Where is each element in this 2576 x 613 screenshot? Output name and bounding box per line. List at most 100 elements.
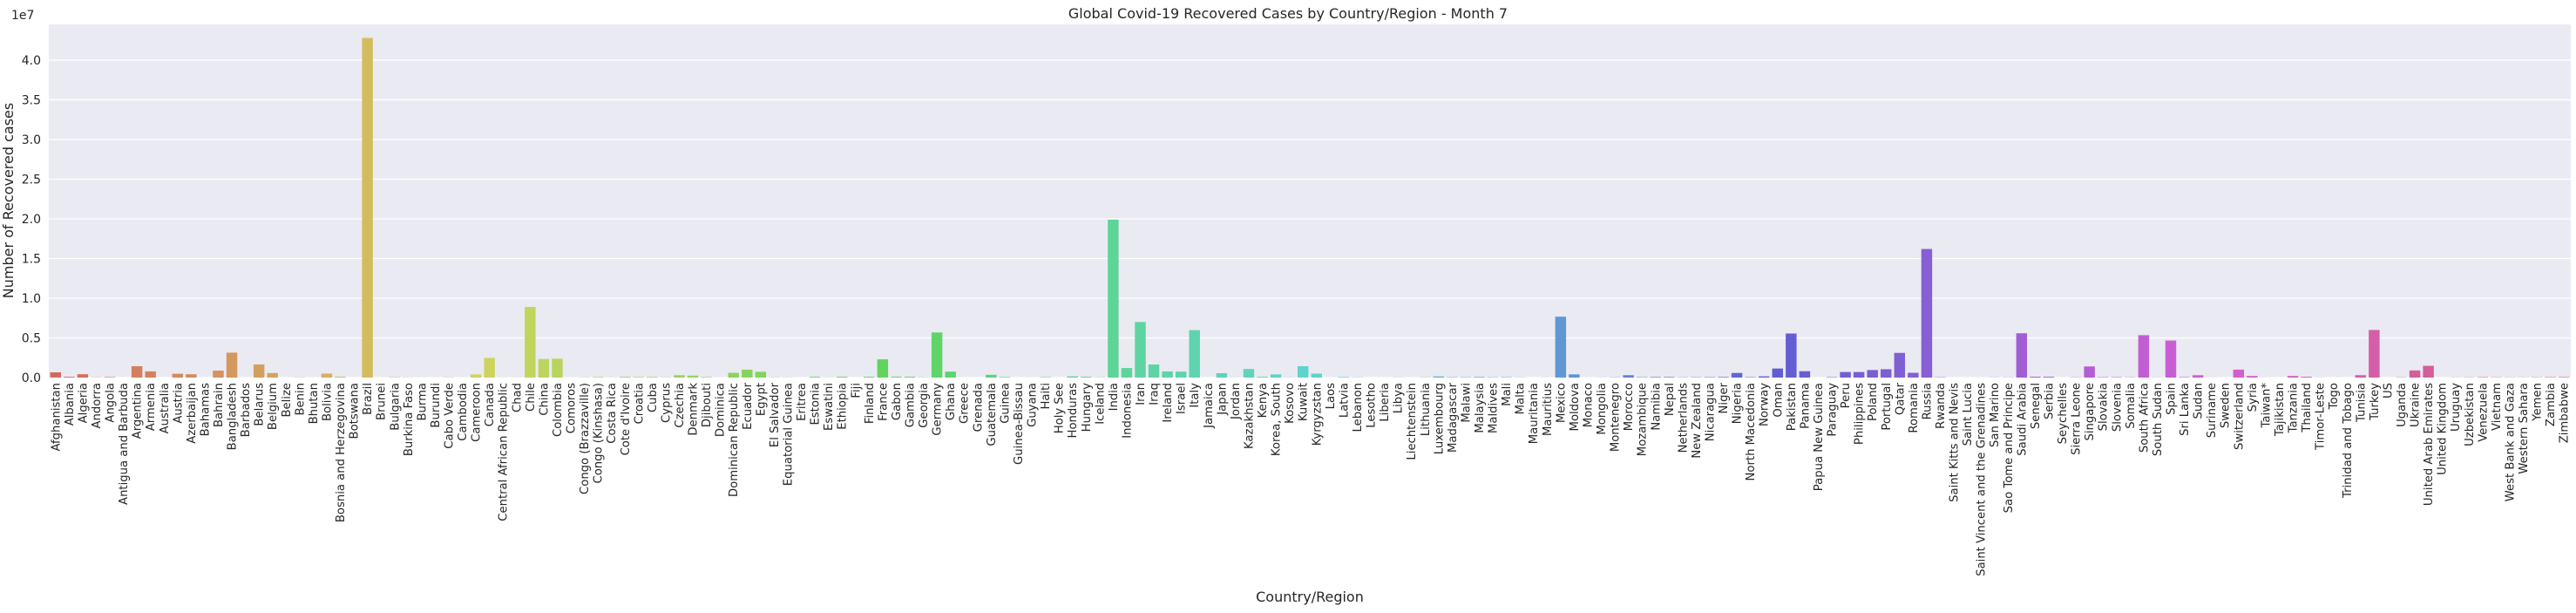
x-tick-label: Eritrea bbox=[796, 383, 809, 421]
bar bbox=[1555, 317, 1567, 378]
bar bbox=[267, 372, 278, 378]
y-tick-label: 2.5 bbox=[22, 173, 41, 187]
x-tick-label: Venezuela bbox=[2477, 383, 2490, 442]
y-tick-label: 1.0 bbox=[22, 292, 41, 306]
bar bbox=[172, 373, 184, 378]
x-tick-label: Egypt bbox=[755, 383, 768, 416]
x-tick-label: Korea, South bbox=[1271, 383, 1284, 456]
bar bbox=[1338, 377, 1350, 378]
x-tick-label: Uganda bbox=[2396, 383, 2409, 427]
x-tick-label: Mongolia bbox=[1596, 383, 1609, 435]
x-tick-label: Zimbabwe bbox=[2559, 383, 2572, 443]
x-tick-label: Papua New Guinea bbox=[1813, 383, 1826, 491]
bar bbox=[742, 369, 753, 378]
bar bbox=[186, 374, 197, 378]
x-tick-label: Western Sahara bbox=[2518, 383, 2531, 474]
x-tick-label: Japan bbox=[1216, 383, 1229, 416]
x-axis-label: Country/Region bbox=[1256, 589, 1364, 605]
x-tick-label: Germany bbox=[932, 383, 945, 436]
x-tick-label: Central African Republic bbox=[498, 383, 511, 521]
x-tick-label: Holy See bbox=[1054, 383, 1067, 433]
bar bbox=[1243, 369, 1255, 378]
x-tick-label: Tajikistan bbox=[2274, 383, 2287, 437]
x-tick-label: Argentina bbox=[132, 383, 145, 439]
bar bbox=[2030, 377, 2041, 378]
x-tick-label: Azerbaijan bbox=[186, 383, 199, 444]
bar bbox=[2558, 377, 2570, 378]
bar bbox=[1840, 371, 1851, 378]
x-tick-label: New Zealand bbox=[1691, 383, 1704, 459]
x-tick-label: Armenia bbox=[145, 383, 158, 431]
bar bbox=[674, 375, 685, 378]
y-tick-label: 3.5 bbox=[22, 93, 41, 107]
bar bbox=[877, 359, 889, 378]
y-tick-labels: 0.0 0.5 1.0 1.5 2.0 2.5 3.0 3.5 4.0 bbox=[22, 54, 41, 385]
x-tick-label: Malaysia bbox=[1474, 383, 1487, 433]
x-tick-label: Yemen bbox=[2532, 383, 2545, 422]
x-tick-label: Saint Vincent and the Grenadines bbox=[1976, 383, 1989, 576]
x-tick-label: Honduras bbox=[1067, 383, 1080, 439]
x-tick-label: Switzerland bbox=[2233, 383, 2246, 450]
bar bbox=[538, 358, 550, 378]
x-tick-label: Denmark bbox=[688, 383, 701, 436]
x-tick-label: Monaco bbox=[1582, 383, 1595, 427]
x-tick-label: Botswana bbox=[349, 383, 362, 439]
x-tick-label: Brunei bbox=[376, 383, 389, 420]
bar bbox=[104, 377, 116, 378]
x-tick-label: Seychelles bbox=[2057, 383, 2070, 444]
x-tick-label: Ireland bbox=[1162, 383, 1175, 423]
bar bbox=[1148, 364, 1160, 378]
x-tick-label: Ecuador bbox=[742, 382, 755, 429]
bar bbox=[131, 365, 143, 378]
y-axis-label: Number of Recovered cases bbox=[0, 103, 17, 298]
bar bbox=[1881, 369, 1892, 378]
bar bbox=[633, 377, 645, 378]
x-tick-label: Belize bbox=[281, 383, 294, 418]
bar bbox=[1270, 374, 1282, 378]
bar bbox=[904, 377, 916, 378]
x-tick-label: Tanzania bbox=[2288, 383, 2301, 433]
x-tick-label: Andorra bbox=[91, 383, 104, 429]
bar bbox=[1664, 377, 1675, 378]
bar bbox=[484, 358, 495, 378]
x-tick-label: Colombia bbox=[552, 383, 565, 437]
x-tick-label: Cameroon bbox=[471, 383, 484, 442]
x-tick-label: Cote d'Ivoire bbox=[620, 383, 633, 455]
x-tick-label: Afghanistan bbox=[50, 383, 63, 452]
x-tick-label: Portugal bbox=[1881, 383, 1894, 431]
x-tick-label: San Marino bbox=[1989, 383, 2002, 447]
bar bbox=[836, 377, 848, 378]
x-tick-label: Mauritania bbox=[1528, 383, 1541, 444]
bar bbox=[1433, 376, 1445, 378]
x-tick-label: Malawi bbox=[1460, 383, 1473, 423]
x-tick-label: Luxembourg bbox=[1433, 383, 1446, 454]
x-tick-label: Bahrain bbox=[213, 383, 226, 427]
x-tick-label: Bolivia bbox=[321, 383, 334, 421]
x-tick-label: Brazil bbox=[362, 383, 375, 415]
x-tick-label: Sao Tome and Principe bbox=[2003, 383, 2016, 513]
y-tick-label: 0.5 bbox=[22, 331, 41, 345]
bar bbox=[2179, 377, 2190, 378]
bar bbox=[1569, 374, 1580, 378]
x-tick-label: Nigeria bbox=[1732, 383, 1745, 424]
x-tick-label: Bosnia and Herzegovina bbox=[335, 383, 348, 522]
x-tick-label: Qatar bbox=[1894, 382, 1907, 415]
bar bbox=[1311, 373, 1323, 378]
bar bbox=[77, 374, 89, 378]
bar bbox=[1718, 377, 1729, 378]
bar bbox=[1081, 377, 1092, 378]
x-tick-label: Bangladesh bbox=[227, 383, 240, 450]
bar-series bbox=[50, 37, 2570, 378]
x-tick-label: Cabo Verde bbox=[443, 383, 456, 449]
bar bbox=[2409, 370, 2421, 378]
bar bbox=[2165, 340, 2177, 378]
x-tick-label: Poland bbox=[1867, 383, 1880, 421]
x-tick-label: Montenegro bbox=[1610, 383, 1623, 452]
x-tick-label: Gambia bbox=[905, 383, 918, 427]
x-tick-label: Cuba bbox=[647, 383, 660, 412]
bar bbox=[2016, 333, 2028, 378]
y-tick-label: 3.0 bbox=[22, 133, 41, 147]
x-tick-label: Oman bbox=[1772, 383, 1785, 418]
x-tick-label: Serbia bbox=[2043, 383, 2056, 419]
x-tick-label: South Sudan bbox=[2152, 383, 2165, 456]
